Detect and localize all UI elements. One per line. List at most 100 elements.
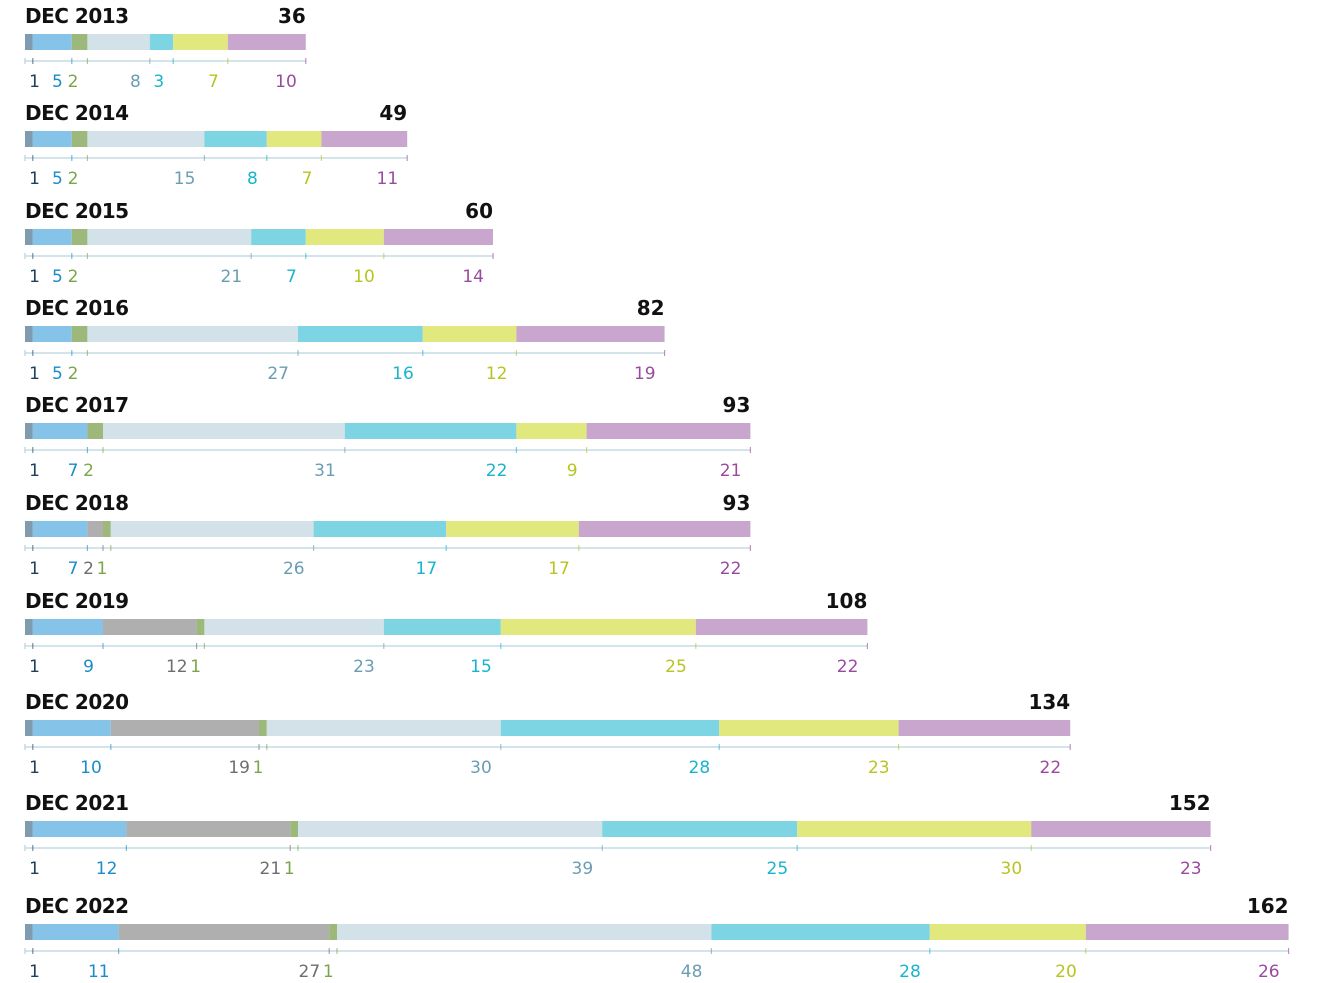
value-label: 1 bbox=[29, 657, 40, 677]
value-label: 17 bbox=[416, 559, 438, 579]
bar-segment bbox=[329, 924, 337, 940]
row-total: 152 bbox=[1169, 791, 1211, 815]
bar-segment bbox=[87, 131, 205, 147]
bar-segment bbox=[25, 229, 33, 245]
bar-segment bbox=[586, 423, 751, 439]
value-label: 1 bbox=[29, 72, 40, 92]
row-title: DEC 2017 bbox=[25, 393, 129, 417]
bar-segment bbox=[251, 229, 306, 245]
bar-segment bbox=[87, 423, 103, 439]
value-label: 1 bbox=[253, 758, 264, 778]
bar-segment bbox=[32, 619, 103, 635]
bar-segment bbox=[25, 326, 33, 342]
row-title: DEC 2021 bbox=[25, 791, 129, 815]
bar-segment bbox=[32, 924, 119, 940]
bar-segment bbox=[500, 720, 720, 736]
value-label: 1 bbox=[190, 657, 201, 677]
bar-segment bbox=[25, 521, 33, 537]
value-label: 8 bbox=[130, 72, 141, 92]
value-label: 48 bbox=[681, 962, 703, 982]
bar-segment bbox=[110, 521, 314, 537]
value-label: 8 bbox=[247, 169, 258, 189]
bar-segment bbox=[32, 229, 72, 245]
value-label: 39 bbox=[572, 859, 594, 879]
value-label: 9 bbox=[83, 657, 94, 677]
value-label: 23 bbox=[868, 758, 890, 778]
row-total: 49 bbox=[379, 101, 407, 125]
value-label: 12 bbox=[166, 657, 188, 677]
value-label: 26 bbox=[283, 559, 305, 579]
value-label: 5 bbox=[52, 72, 63, 92]
row-total: 93 bbox=[723, 393, 751, 417]
bar-segment bbox=[204, 619, 384, 635]
value-label: 1 bbox=[29, 267, 40, 287]
bar-segment bbox=[290, 821, 298, 837]
bar-segment bbox=[149, 34, 174, 50]
value-label: 11 bbox=[377, 169, 399, 189]
row-title: DEC 2018 bbox=[25, 491, 129, 515]
value-label: 17 bbox=[548, 559, 570, 579]
bar-segment bbox=[898, 720, 1071, 736]
bar-segment bbox=[25, 924, 33, 940]
value-label: 2 bbox=[68, 72, 79, 92]
bar-segment bbox=[126, 821, 291, 837]
value-label: 27 bbox=[267, 364, 289, 384]
bar-segment bbox=[344, 423, 517, 439]
value-label: 1 bbox=[29, 169, 40, 189]
value-label: 1 bbox=[323, 962, 334, 982]
value-label: 25 bbox=[767, 859, 789, 879]
row-total: 93 bbox=[723, 491, 751, 515]
bar-segment bbox=[1085, 924, 1289, 940]
value-label: 12 bbox=[486, 364, 508, 384]
value-label: 1 bbox=[29, 559, 40, 579]
value-label: 25 bbox=[665, 657, 687, 677]
value-label: 16 bbox=[392, 364, 414, 384]
bar-segment bbox=[321, 131, 408, 147]
bar-segment bbox=[71, 34, 88, 50]
value-label: 3 bbox=[153, 72, 164, 92]
bar-segment bbox=[578, 521, 751, 537]
value-label: 21 bbox=[720, 461, 742, 481]
bar-segment bbox=[266, 720, 501, 736]
value-label: 26 bbox=[1258, 962, 1280, 982]
value-label: 5 bbox=[52, 267, 63, 287]
bar-segment bbox=[32, 423, 88, 439]
bar-segment bbox=[32, 131, 72, 147]
value-label: 31 bbox=[314, 461, 336, 481]
bar-segment bbox=[1031, 821, 1211, 837]
value-label: 2 bbox=[68, 267, 79, 287]
bar-segment bbox=[32, 720, 111, 736]
bar-segment bbox=[797, 821, 1032, 837]
value-label: 1 bbox=[284, 859, 295, 879]
chart-row-dec-2015: DEC 2015 60 1 5 2 21 7 10 14 bbox=[24, 199, 494, 287]
row-title: DEC 2022 bbox=[25, 894, 129, 918]
value-label: 20 bbox=[1055, 962, 1077, 982]
bar-segment bbox=[383, 229, 493, 245]
chart-row-dec-2016: DEC 2016 82 1 5 2 27 16 12 19 bbox=[24, 296, 666, 384]
row-total: 60 bbox=[465, 199, 493, 223]
bar-segment bbox=[25, 131, 33, 147]
row-title: DEC 2015 bbox=[25, 199, 129, 223]
value-label: 2 bbox=[83, 559, 94, 579]
value-label: 23 bbox=[1180, 859, 1202, 879]
value-label: 1 bbox=[29, 364, 40, 384]
value-label: 1 bbox=[29, 962, 40, 982]
chart-row-dec-2017: DEC 2017 93 1 7 2 31 22 9 21 bbox=[24, 393, 752, 481]
value-label: 10 bbox=[353, 267, 375, 287]
bar-segment bbox=[266, 131, 322, 147]
chart-row-dec-2018: DEC 2018 931 7 2 1 26 17 17 22 bbox=[24, 491, 752, 579]
value-label: 7 bbox=[286, 267, 297, 287]
bar-segment bbox=[719, 720, 899, 736]
value-label: 7 bbox=[208, 72, 219, 92]
value-label: 21 bbox=[221, 267, 243, 287]
value-label: 9 bbox=[567, 461, 578, 481]
value-label: 22 bbox=[720, 559, 742, 579]
bar-segment bbox=[87, 34, 150, 50]
value-label: 1 bbox=[97, 559, 108, 579]
value-label: 30 bbox=[1001, 859, 1023, 879]
value-label: 7 bbox=[68, 461, 79, 481]
bar-segment bbox=[711, 924, 930, 940]
bar-segment bbox=[929, 924, 1086, 940]
bar-segment bbox=[103, 423, 345, 439]
